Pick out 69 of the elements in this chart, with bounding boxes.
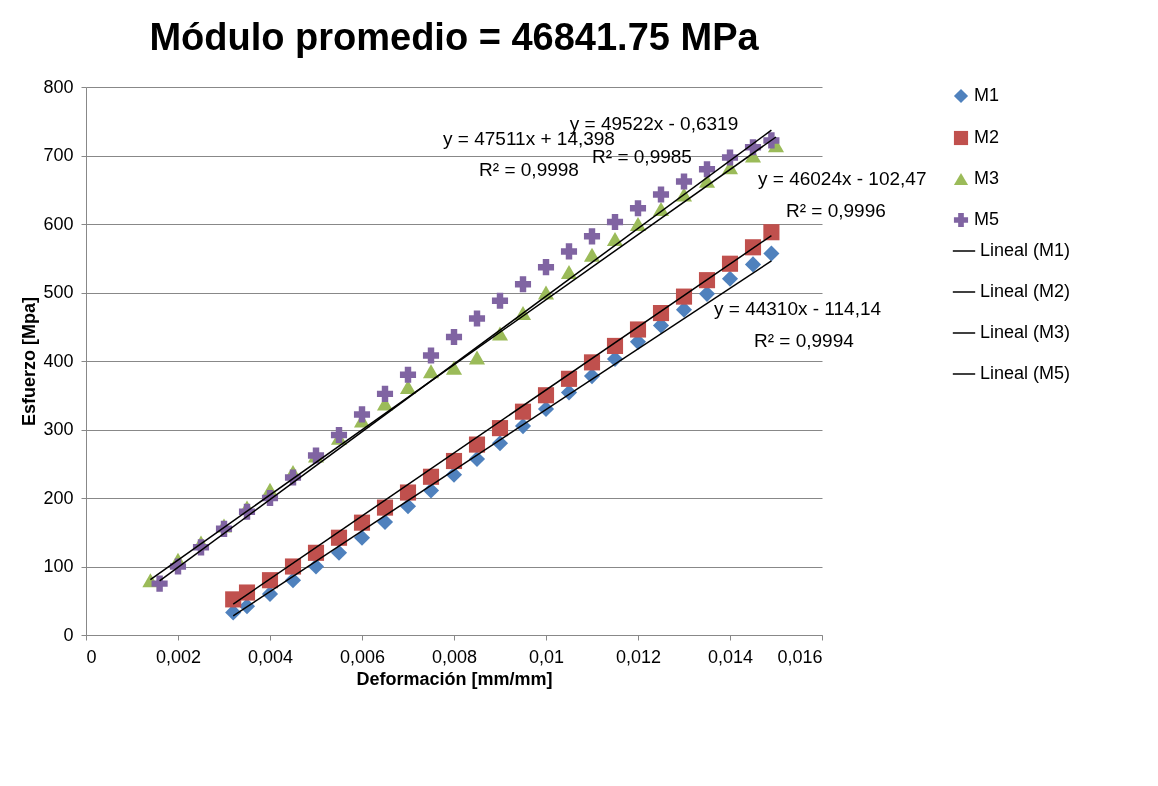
y-tick-label: 500 bbox=[43, 282, 74, 302]
y-tick-label: 0 bbox=[63, 624, 74, 645]
legend-label: Lineal (M3) bbox=[980, 322, 1071, 342]
y-axis-title: Esfuerzo [Mpa] bbox=[19, 296, 40, 427]
point bbox=[606, 213, 624, 231]
annotation: R² = 0,9996 bbox=[786, 200, 886, 221]
point bbox=[583, 247, 601, 262]
point bbox=[721, 270, 739, 287]
point bbox=[491, 420, 509, 437]
point bbox=[675, 173, 693, 190]
x-tick-label: 0,004 bbox=[247, 646, 294, 667]
x-tick-label: 0,002 bbox=[155, 646, 202, 667]
point bbox=[491, 292, 509, 309]
point bbox=[422, 364, 440, 379]
x-axis-title: Deformación [mm/mm] bbox=[356, 668, 553, 689]
legend-label: M2 bbox=[974, 127, 1000, 147]
point bbox=[330, 544, 348, 561]
point bbox=[537, 259, 555, 276]
point bbox=[353, 529, 371, 546]
y-tick-label: 400 bbox=[43, 350, 74, 371]
y-tick-label: 700 bbox=[43, 145, 74, 165]
point bbox=[744, 256, 762, 273]
y-tick-label: 300 bbox=[43, 419, 74, 439]
point bbox=[763, 245, 780, 262]
legend-label: Lineal (M2) bbox=[980, 281, 1071, 301]
point bbox=[399, 366, 417, 383]
legend-label: Lineal (M5) bbox=[980, 363, 1071, 383]
x-tick-label: 0 bbox=[86, 646, 97, 667]
annotation: y = 46024x - 102,47 bbox=[758, 168, 927, 189]
x-tick-label: 0,008 bbox=[431, 646, 478, 667]
x-tick-label: 0,012 bbox=[615, 646, 662, 667]
annotation: R² = 0,9998 bbox=[479, 159, 579, 180]
point bbox=[560, 243, 578, 260]
legend-label: M1 bbox=[974, 85, 1000, 105]
point bbox=[629, 200, 647, 217]
point bbox=[763, 224, 780, 241]
point bbox=[698, 161, 716, 178]
point bbox=[514, 276, 532, 293]
x-tick-label: 0,014 bbox=[707, 646, 754, 667]
y-tick-label: 800 bbox=[43, 76, 74, 97]
point bbox=[151, 575, 168, 592]
point bbox=[583, 228, 601, 245]
y-tick-label: 200 bbox=[43, 487, 74, 508]
annotation: R² = 0,9985 bbox=[592, 146, 692, 167]
point bbox=[560, 370, 578, 387]
annotation: y = 44310x - 114,14 bbox=[714, 298, 882, 319]
point bbox=[353, 406, 371, 423]
point bbox=[652, 186, 670, 203]
point bbox=[468, 310, 486, 327]
point bbox=[445, 328, 463, 346]
point bbox=[376, 385, 394, 402]
x-tick-label: 0,01 bbox=[528, 646, 565, 667]
chart-title: Módulo promedio = 46841.75 MPa bbox=[149, 16, 760, 58]
point bbox=[422, 347, 440, 364]
legend-label: M5 bbox=[974, 209, 1000, 229]
point bbox=[537, 387, 555, 404]
x-tick-label: 0,016 bbox=[777, 646, 823, 667]
y-tick-label: 100 bbox=[43, 556, 74, 576]
point bbox=[468, 350, 486, 365]
legend-label: M3 bbox=[974, 168, 1000, 188]
point bbox=[376, 513, 394, 531]
x-tick-label: 0,006 bbox=[339, 646, 386, 667]
y-tick-label: 600 bbox=[43, 213, 74, 234]
annotation: R² = 0,9994 bbox=[754, 330, 855, 351]
point bbox=[399, 380, 417, 395]
point bbox=[763, 132, 780, 149]
point bbox=[514, 403, 532, 420]
point bbox=[330, 426, 348, 444]
legend-label: Lineal (M1) bbox=[980, 240, 1071, 260]
